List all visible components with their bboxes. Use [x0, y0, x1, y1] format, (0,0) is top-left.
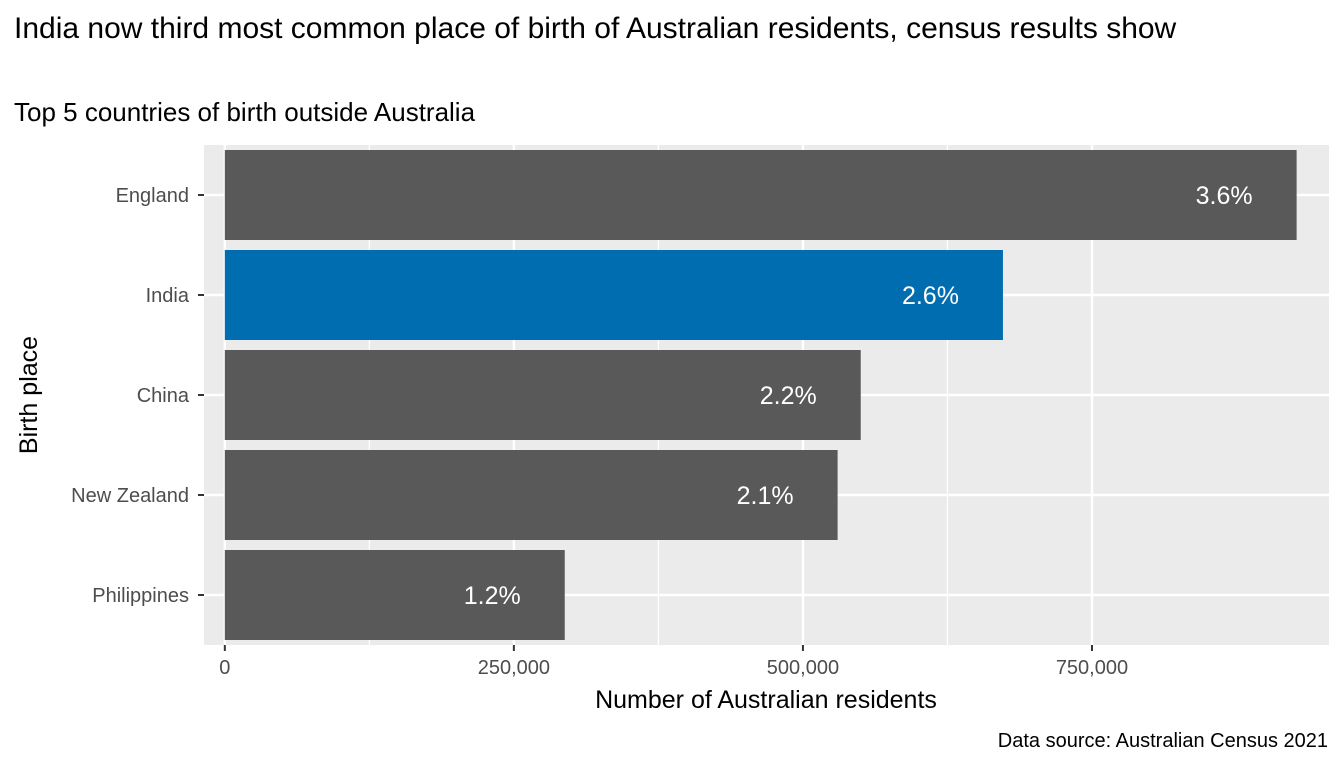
bar-data-label: 2.6%: [902, 282, 959, 310]
y-tick-label: Philippines: [92, 585, 189, 607]
bar-data-labels: 3.6% 2.6% 2.2% 2.1% 1.2%: [464, 182, 1253, 610]
bar-data-label: 2.2%: [760, 382, 817, 410]
bars: [224, 150, 1297, 640]
y-axis: England India China New Zealand Philippines: [71, 185, 204, 607]
y-tick-label: New Zealand: [71, 485, 189, 507]
y-tick-label: India: [146, 285, 190, 307]
bar-data-label: 1.2%: [464, 582, 521, 610]
x-axis: 0 250,000 500,000 750,000: [219, 645, 1128, 679]
bar-data-label: 3.6%: [1196, 182, 1253, 210]
x-axis-title: Number of Australian residents: [595, 686, 937, 714]
y-tick-label: China: [137, 385, 190, 407]
x-tick-label: 750,000: [1056, 657, 1128, 679]
bar-england: [224, 150, 1297, 240]
bar-china: [224, 350, 861, 440]
bar-philippines: [224, 550, 565, 640]
x-tick-label: 500,000: [767, 657, 839, 679]
bar-data-label: 2.1%: [737, 482, 794, 510]
x-tick-label: 0: [219, 657, 230, 679]
x-tick-label: 250,000: [478, 657, 550, 679]
bar-india: [224, 250, 1003, 340]
bar-new-zealand: [224, 450, 838, 540]
y-tick-label: England: [116, 185, 189, 207]
y-axis-title: Birth place: [15, 336, 43, 454]
chart-subtitle: Top 5 countries of birth outside Austral…: [14, 97, 476, 127]
data-source-caption: Data source: Australian Census 2021: [997, 730, 1328, 752]
chart-title: India now third most common place of bir…: [14, 12, 1177, 45]
